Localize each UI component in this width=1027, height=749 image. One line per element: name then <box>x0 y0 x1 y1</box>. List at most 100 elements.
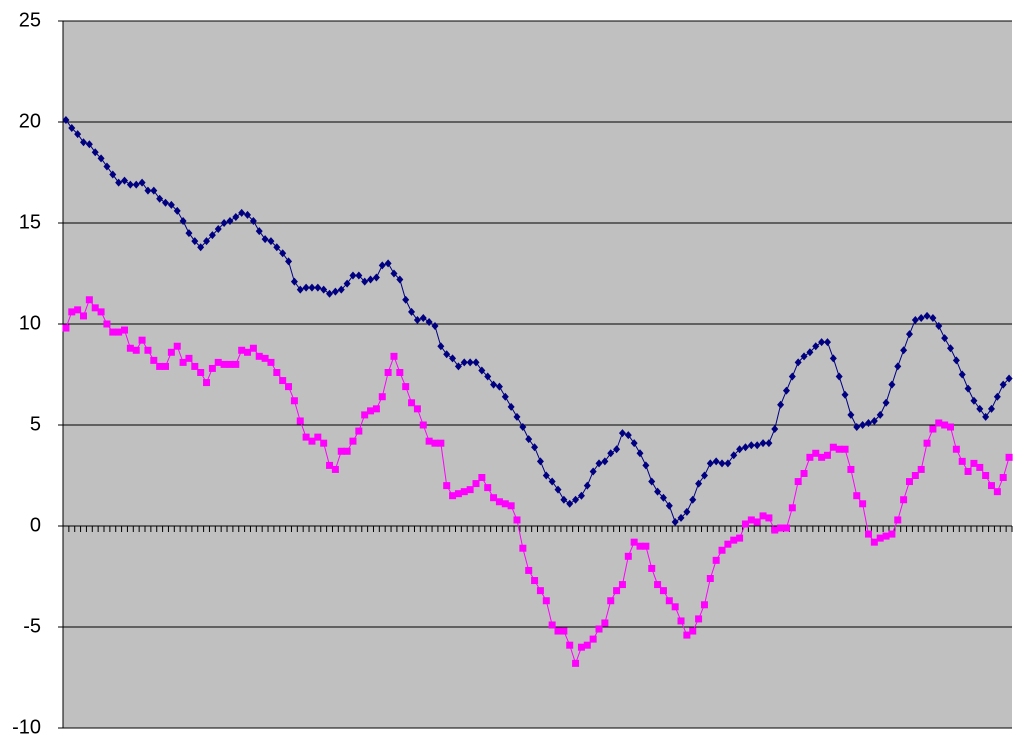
point-marker <box>964 384 972 393</box>
point-marker <box>712 457 720 466</box>
point-marker <box>378 261 386 270</box>
point-marker <box>203 237 211 246</box>
point-marker <box>1005 453 1013 461</box>
point-marker <box>847 410 855 419</box>
point-marker <box>741 520 749 528</box>
point-marker <box>167 200 175 209</box>
point-marker <box>115 178 123 187</box>
point-marker <box>987 482 995 490</box>
point-marker <box>279 249 287 258</box>
point-marker <box>290 277 298 286</box>
point-marker <box>982 412 990 421</box>
point-marker <box>859 500 867 508</box>
point-marker <box>460 358 468 367</box>
point-marker <box>126 344 134 352</box>
point-marker <box>613 445 621 454</box>
point-marker <box>531 577 539 585</box>
point-marker <box>150 186 158 195</box>
point-marker <box>80 312 88 320</box>
point-marker <box>279 377 287 385</box>
point-marker <box>630 439 638 448</box>
y-tick-label: 20 <box>19 110 41 132</box>
point-marker <box>519 423 527 432</box>
point-marker <box>425 437 433 445</box>
point-marker <box>513 516 521 524</box>
point-marker <box>62 115 70 124</box>
point-marker <box>876 534 884 542</box>
point-marker <box>337 285 345 294</box>
point-marker <box>788 372 796 381</box>
point-marker <box>847 465 855 473</box>
point-marker <box>232 212 240 221</box>
point-marker <box>876 410 884 419</box>
point-marker <box>97 308 105 316</box>
point-marker <box>109 328 117 336</box>
point-marker <box>753 518 761 526</box>
y-tick-label: -10 <box>12 716 41 738</box>
point-marker <box>466 358 474 367</box>
point-marker <box>285 383 293 391</box>
point-marker <box>823 451 831 459</box>
point-marker <box>372 405 380 413</box>
plot-area <box>63 21 1012 728</box>
point-marker <box>730 451 738 460</box>
point-marker <box>724 540 732 548</box>
point-marker <box>818 453 826 461</box>
point-marker <box>425 317 433 326</box>
point-marker <box>273 243 281 252</box>
point-marker <box>864 418 872 427</box>
point-marker <box>747 516 755 524</box>
point-marker <box>982 472 990 479</box>
point-marker <box>308 283 316 292</box>
point-marker <box>390 352 398 360</box>
point-marker <box>138 178 146 187</box>
point-marker <box>372 273 380 282</box>
point-marker <box>478 474 486 482</box>
point-marker <box>648 477 656 486</box>
point-marker <box>402 383 410 391</box>
point-marker <box>214 358 222 366</box>
point-marker <box>156 362 164 370</box>
point-marker <box>326 289 334 298</box>
point-marker <box>343 279 351 288</box>
point-marker <box>208 364 216 372</box>
point-marker <box>384 368 392 376</box>
point-marker <box>765 514 773 522</box>
point-marker <box>431 322 439 331</box>
point-marker <box>900 346 908 355</box>
point-marker <box>1005 374 1013 383</box>
point-marker <box>812 449 820 457</box>
point-marker <box>601 457 609 466</box>
point-marker <box>864 530 872 538</box>
point-marker <box>167 348 175 356</box>
point-marker <box>331 465 339 473</box>
point-marker <box>823 338 831 347</box>
point-marker <box>689 495 697 504</box>
point-marker <box>361 277 369 286</box>
point-marker <box>144 346 152 354</box>
point-marker <box>583 641 591 649</box>
point-marker <box>132 346 140 354</box>
point-marker <box>548 621 556 629</box>
point-marker <box>314 433 322 441</box>
point-marker <box>946 423 954 431</box>
point-marker <box>747 441 755 450</box>
point-marker <box>132 180 140 189</box>
point-marker <box>958 370 966 379</box>
point-marker <box>191 237 199 246</box>
point-marker <box>771 425 779 434</box>
point-marker <box>531 443 539 452</box>
point-marker <box>595 459 603 468</box>
point-marker <box>601 619 609 627</box>
point-marker <box>952 445 960 453</box>
point-marker <box>437 342 445 351</box>
point-marker <box>85 140 93 149</box>
point-marker <box>408 307 416 316</box>
point-marker <box>390 269 398 278</box>
point-marker <box>683 507 691 516</box>
point-marker <box>648 564 656 572</box>
point-marker <box>68 124 76 133</box>
point-marker <box>583 481 591 490</box>
point-marker <box>91 304 99 312</box>
